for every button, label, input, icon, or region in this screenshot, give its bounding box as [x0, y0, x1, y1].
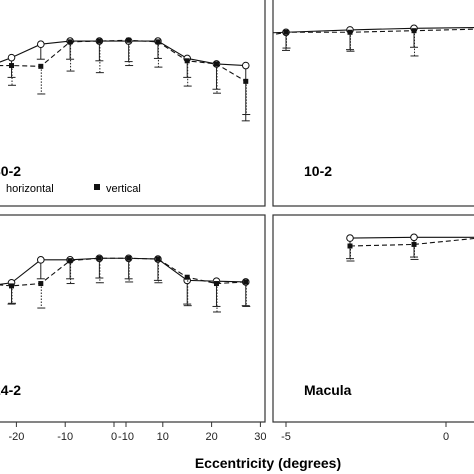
- x-axis-title: Eccentricity (degrees): [195, 455, 341, 471]
- point-horizontal: [37, 256, 45, 264]
- series-line: [273, 27, 474, 34]
- point-vertical: [38, 63, 44, 69]
- point-vertical: [126, 37, 132, 43]
- series-vertical: [0, 37, 251, 116]
- point-vertical: [96, 38, 102, 44]
- panel-label: 24-2: [0, 382, 21, 398]
- panel-label: 30-2: [0, 163, 21, 179]
- point-vertical: [38, 281, 44, 287]
- point-vertical: [155, 39, 161, 45]
- series-horizontal: [273, 24, 474, 51]
- x-tick-label: 0: [111, 431, 117, 443]
- panel-frame: [0, 214, 266, 423]
- point-vertical: [347, 29, 353, 35]
- point-vertical: [184, 274, 190, 280]
- point-vertical: [67, 39, 73, 45]
- series-line: [0, 40, 246, 67]
- plot-area: [346, 233, 474, 262]
- point-vertical: [411, 241, 417, 247]
- series-horizontal: [346, 233, 474, 260]
- series-vertical: [0, 255, 251, 313]
- legend-marker-vertical: [94, 184, 100, 190]
- point-horizontal: [410, 233, 418, 242]
- x-tick-label: -5: [281, 431, 291, 443]
- series-line: [349, 236, 474, 239]
- point-vertical: [184, 58, 190, 64]
- point-vertical: [126, 255, 132, 261]
- x-tick-label: 20: [205, 431, 217, 443]
- point-vertical: [213, 61, 219, 67]
- x-tick-label: 30: [254, 431, 266, 443]
- point-vertical: [155, 256, 161, 262]
- x-tick-label: 10: [157, 431, 169, 443]
- point-vertical: [411, 28, 417, 34]
- point-vertical: [213, 281, 219, 287]
- point-vertical: [243, 279, 249, 285]
- point-vertical: [243, 78, 249, 84]
- point-vertical: [96, 255, 102, 261]
- x-tick-label: -10: [118, 431, 134, 443]
- point-horizontal: [241, 61, 250, 70]
- series-vertical: [346, 237, 474, 262]
- legend-label-vertical: vertical: [106, 183, 141, 195]
- point-horizontal: [346, 234, 354, 242]
- x-tick-label: -10: [57, 431, 73, 443]
- panel-frame: [272, 214, 474, 423]
- legend-label-horizontal: horizontal: [6, 183, 54, 195]
- series-vertical: [273, 28, 474, 57]
- panel-label: 10-2: [304, 163, 332, 179]
- plot-area: [273, 24, 474, 57]
- x-tick-label: 0: [443, 431, 449, 443]
- panel-frame: [0, 0, 266, 207]
- point-horizontal: [37, 40, 45, 49]
- panel-frame: [272, 0, 474, 207]
- series-horizontal: [0, 37, 250, 122]
- plot-area: [0, 254, 251, 313]
- series-horizontal: [0, 254, 250, 307]
- series-line: [0, 257, 246, 287]
- panel-label: Macula: [304, 382, 352, 398]
- point-vertical: [67, 258, 73, 264]
- point-vertical: [283, 29, 289, 35]
- plot-area: [0, 37, 251, 122]
- point-vertical: [347, 243, 353, 249]
- series-line: [0, 39, 247, 82]
- point-horizontal: [7, 53, 16, 62]
- series-line: [349, 237, 474, 247]
- legend: horizontal vertical: [6, 183, 141, 195]
- point-vertical: [9, 283, 15, 289]
- x-tick-label: -20: [8, 431, 24, 443]
- point-vertical: [9, 63, 15, 69]
